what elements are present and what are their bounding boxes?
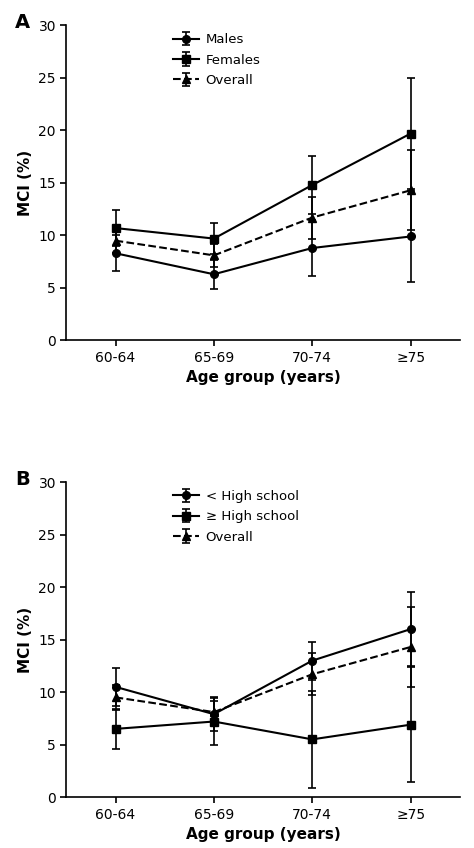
- Text: B: B: [15, 470, 30, 488]
- Text: A: A: [15, 13, 30, 32]
- X-axis label: Age group (years): Age group (years): [186, 827, 340, 842]
- Legend: Males, Females, Overall: Males, Females, Overall: [167, 28, 266, 92]
- Legend: < High school, ≥ High school, Overall: < High school, ≥ High school, Overall: [167, 485, 304, 549]
- Y-axis label: MCI (%): MCI (%): [18, 606, 33, 672]
- X-axis label: Age group (years): Age group (years): [186, 371, 340, 385]
- Y-axis label: MCI (%): MCI (%): [18, 150, 33, 216]
